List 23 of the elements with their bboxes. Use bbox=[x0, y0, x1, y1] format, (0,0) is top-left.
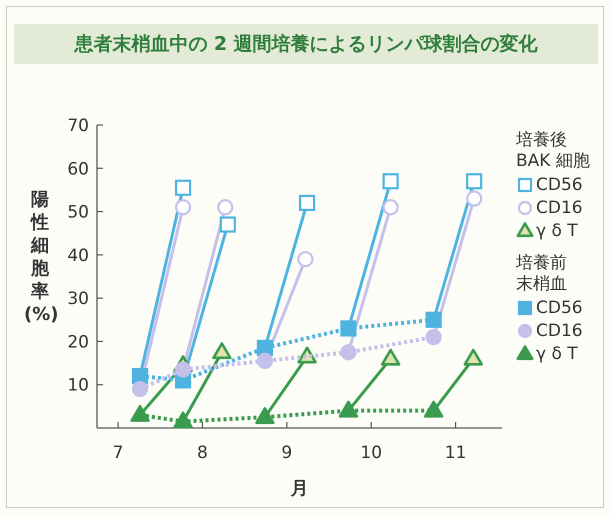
y-tick-label: 30 bbox=[67, 289, 89, 310]
y-tick-label: 50 bbox=[67, 202, 89, 223]
x-tick-label: 11 bbox=[444, 443, 466, 463]
x-axis-title: 月 bbox=[290, 477, 310, 500]
x-tick-label: 7 bbox=[112, 443, 124, 463]
text: 培養前末梢血 bbox=[516, 253, 568, 295]
text: 培養後BAK 細胞 bbox=[516, 130, 591, 172]
x-tick-label: 8 bbox=[197, 443, 208, 463]
y-tick-label: 40 bbox=[67, 246, 89, 266]
legend-label: γ δ T bbox=[536, 220, 578, 242]
x-tick-label: 10 bbox=[360, 443, 382, 463]
y-tick-label: 20 bbox=[67, 332, 89, 352]
chart-title: 患者末梢血中の 2 週間培養によるリンパ球割合の変化 bbox=[14, 24, 598, 64]
x-tick-label: 9 bbox=[281, 443, 292, 463]
y-tick-label: 70 bbox=[67, 116, 89, 136]
legend-label: CD56 bbox=[536, 174, 583, 196]
y-axis-title: 陽性細胞率 (%) bbox=[24, 188, 58, 326]
y-tick-label: 10 bbox=[67, 376, 89, 396]
legend-label: CD16 bbox=[536, 320, 583, 342]
legend-label: γ δ T bbox=[536, 343, 578, 365]
legend-label: CD56 bbox=[536, 297, 583, 319]
y-tick-label: 60 bbox=[67, 159, 89, 180]
legend-label: CD16 bbox=[536, 197, 583, 219]
